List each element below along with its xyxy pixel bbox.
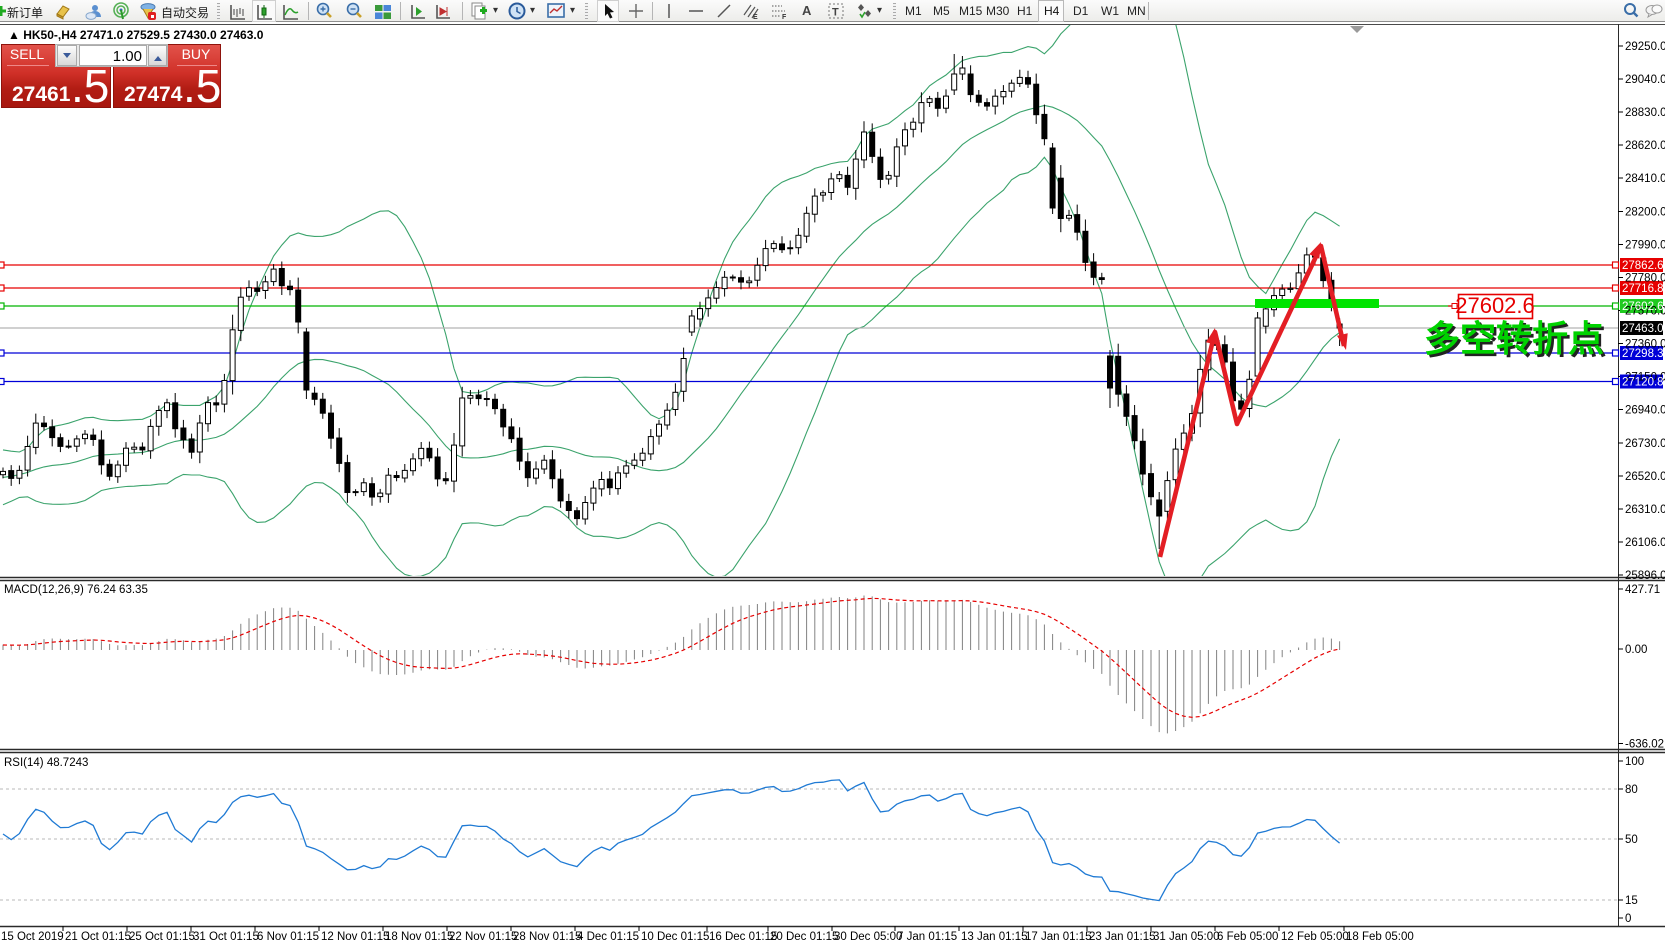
svg-text:多空转折点: 多空转折点 bbox=[1424, 318, 1604, 359]
svg-text:26730.0: 26730.0 bbox=[1625, 438, 1665, 450]
svg-text:26310.0: 26310.0 bbox=[1625, 504, 1665, 516]
svg-text:15 Oct 2019: 15 Oct 2019 bbox=[1, 931, 64, 943]
svg-text:17 Jan 01:15: 17 Jan 01:15 bbox=[1025, 931, 1092, 943]
svg-text:28830.0: 28830.0 bbox=[1625, 107, 1665, 119]
svg-text:22 Nov 01:15: 22 Nov 01:15 bbox=[449, 931, 517, 943]
svg-text:26940.0: 26940.0 bbox=[1625, 405, 1665, 417]
svg-text:27716.8: 27716.8 bbox=[1622, 283, 1664, 295]
svg-text:28620.0: 28620.0 bbox=[1625, 140, 1665, 152]
svg-text:27602.6: 27602.6 bbox=[1622, 301, 1664, 313]
svg-text:27120.8: 27120.8 bbox=[1622, 377, 1664, 389]
svg-text:50: 50 bbox=[1625, 834, 1638, 846]
svg-text:6 Nov 01:15: 6 Nov 01:15 bbox=[257, 931, 319, 943]
svg-text:29040.0: 29040.0 bbox=[1625, 74, 1665, 86]
svg-text:20 Dec 01:15: 20 Dec 01:15 bbox=[770, 931, 838, 943]
svg-text:28 Nov 01:15: 28 Nov 01:15 bbox=[513, 931, 581, 943]
svg-text:-636.02: -636.02 bbox=[1625, 739, 1664, 751]
svg-text:6 Feb 05:00: 6 Feb 05:00 bbox=[1217, 931, 1278, 943]
svg-text:0: 0 bbox=[1625, 913, 1631, 925]
svg-text:E: E bbox=[753, 14, 758, 20]
svg-text:27602.6: 27602.6 bbox=[1455, 293, 1535, 318]
svg-text:27780.0: 27780.0 bbox=[1625, 273, 1665, 285]
svg-text:26106.0: 26106.0 bbox=[1625, 537, 1665, 549]
svg-text:18 Nov 01:15: 18 Nov 01:15 bbox=[385, 931, 453, 943]
svg-text:.5: .5 bbox=[71, 60, 109, 108]
svg-text:▲ HK50-,H4 27471.0 27529.5 27: ▲ HK50-,H4 27471.0 27529.5 27430.0 27463… bbox=[8, 28, 264, 42]
svg-text:29250.0: 29250.0 bbox=[1625, 41, 1665, 53]
svg-text:427.71: 427.71 bbox=[1625, 584, 1660, 596]
svg-text:4 Dec 01:15: 4 Dec 01:15 bbox=[577, 931, 639, 943]
svg-text:.5: .5 bbox=[183, 60, 221, 108]
svg-text:27150.0: 27150.0 bbox=[1625, 372, 1665, 384]
svg-text:30 Dec 05:00: 30 Dec 05:00 bbox=[834, 931, 902, 943]
svg-text:15: 15 bbox=[1625, 895, 1638, 907]
svg-text:27360.0: 27360.0 bbox=[1625, 339, 1665, 351]
svg-text:25896.0: 25896.0 bbox=[1625, 570, 1665, 582]
svg-text:13 Jan 01:15: 13 Jan 01:15 bbox=[961, 931, 1028, 943]
svg-text:80: 80 bbox=[1625, 784, 1638, 796]
svg-text:27990.0: 27990.0 bbox=[1625, 240, 1665, 252]
svg-text:F: F bbox=[782, 14, 787, 20]
svg-text:28200.0: 28200.0 bbox=[1625, 207, 1665, 219]
svg-text:27298.3: 27298.3 bbox=[1622, 348, 1664, 360]
svg-text:21 Oct 01:15: 21 Oct 01:15 bbox=[65, 931, 131, 943]
svg-text:18 Feb 05:00: 18 Feb 05:00 bbox=[1346, 931, 1414, 943]
svg-text:100: 100 bbox=[1625, 756, 1644, 768]
svg-text:25 Oct 01:15: 25 Oct 01:15 bbox=[129, 931, 195, 943]
svg-text:MACD(12,26,9) 76.24 63.35: MACD(12,26,9) 76.24 63.35 bbox=[4, 584, 148, 596]
svg-text:27463.0: 27463.0 bbox=[1622, 323, 1664, 335]
svg-text:T: T bbox=[832, 7, 839, 19]
svg-text:RSI(14) 48.7243: RSI(14) 48.7243 bbox=[4, 757, 88, 769]
svg-text:23 Jan 01:15: 23 Jan 01:15 bbox=[1089, 931, 1156, 943]
svg-text:27862.6: 27862.6 bbox=[1622, 260, 1664, 272]
svg-text:12 Feb 05:00: 12 Feb 05:00 bbox=[1281, 931, 1349, 943]
svg-text:26520.0: 26520.0 bbox=[1625, 471, 1665, 483]
svg-text:7 Jan 01:15: 7 Jan 01:15 bbox=[897, 931, 957, 943]
svg-text:28410.0: 28410.0 bbox=[1625, 173, 1665, 185]
svg-text:27570.0: 27570.0 bbox=[1625, 306, 1665, 318]
svg-text:27461: 27461 bbox=[12, 83, 71, 106]
svg-text:12 Nov 01:15: 12 Nov 01:15 bbox=[321, 931, 389, 943]
svg-text:0.00: 0.00 bbox=[1625, 644, 1647, 656]
svg-text:31 Jan 05:00: 31 Jan 05:00 bbox=[1153, 931, 1220, 943]
svg-text:10 Dec 01:15: 10 Dec 01:15 bbox=[641, 931, 709, 943]
svg-text:16 Dec 01:15: 16 Dec 01:15 bbox=[709, 931, 777, 943]
svg-text:31 Oct 01:15: 31 Oct 01:15 bbox=[193, 931, 259, 943]
svg-text:27474: 27474 bbox=[124, 83, 183, 106]
